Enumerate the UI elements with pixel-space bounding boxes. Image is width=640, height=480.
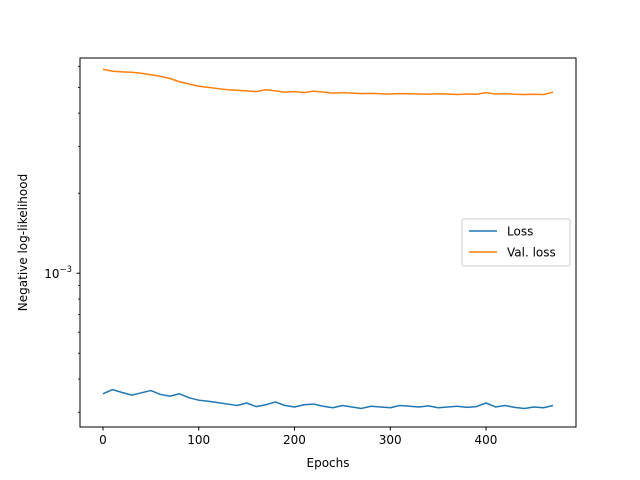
x-tick-label: 100: [187, 433, 210, 447]
y-tick-label-exponent: −3: [59, 265, 72, 275]
legend-label: Loss: [507, 225, 533, 239]
series-layer: [102, 68, 554, 410]
series-line-loss: [102, 388, 554, 410]
x-tick-label: 200: [283, 433, 306, 447]
y-tick-label-base: 10: [44, 267, 59, 281]
x-tick-label: 400: [475, 433, 498, 447]
axes-frame: [79, 57, 577, 428]
legend-label: Val. loss: [507, 246, 556, 260]
y-axis-ticks: 10−3: [44, 65, 80, 413]
legend: Loss Val. loss: [461, 218, 571, 267]
x-axis-ticks: 0 100 200 300 400: [99, 427, 497, 447]
x-tick-label: 300: [379, 433, 402, 447]
series-line-val-loss: [102, 68, 554, 96]
x-axis-label: Epochs: [307, 456, 350, 470]
x-tick-label: 0: [99, 433, 107, 447]
y-axis-label: Negative log-likelihood: [16, 174, 30, 311]
y-tick-label: 10−3: [44, 265, 72, 281]
